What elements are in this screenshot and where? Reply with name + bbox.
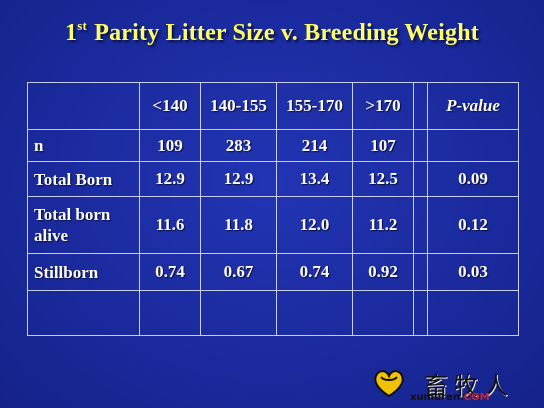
cell-empty <box>276 290 353 336</box>
cell-spacer <box>413 196 428 254</box>
cell-empty <box>413 290 428 336</box>
cell-spacer <box>413 129 428 162</box>
cell-value: 12.0 <box>276 196 353 254</box>
header-cell-empty <box>27 82 140 130</box>
table-row-n: n 109 283 214 107 <box>27 129 519 162</box>
table-row-empty <box>27 290 519 336</box>
cell-value: 12.5 <box>352 161 414 197</box>
title-number: 1 <box>65 20 78 46</box>
table-row-total-born: Total Born 12.9 12.9 13.4 12.5 0.09 <box>27 161 519 197</box>
row-label: Total Born <box>27 161 140 197</box>
cell-value: 0.67 <box>200 253 277 291</box>
row-label-line1: Total born <box>34 205 111 224</box>
cell-value: 109 <box>139 129 201 162</box>
cell-empty <box>139 290 201 336</box>
watermark-url-main: xumuren. <box>410 392 464 403</box>
header-row: <140 140-155 155-170 >170 P-value <box>27 82 519 130</box>
cell-value: 11.2 <box>352 196 414 254</box>
cell-value: 214 <box>276 129 353 162</box>
cell-value: 12.9 <box>200 161 277 197</box>
cell-pvalue: 0.09 <box>427 161 519 197</box>
cell-value: 12.9 <box>139 161 201 197</box>
watermark-logo: 畜牧人 xumuren.COM <box>372 366 540 406</box>
cell-empty <box>27 290 140 336</box>
title-text: Parity Litter Size v. Breeding Weight <box>94 20 479 46</box>
table-row-stillborn: Stillborn 0.74 0.67 0.74 0.92 0.03 <box>27 253 519 291</box>
cell-spacer <box>413 161 428 197</box>
header-cell-pvalue: P-value <box>427 82 519 130</box>
header-cell-spacer <box>413 82 428 130</box>
cell-value: 0.74 <box>139 253 201 291</box>
header-cell-155-170: 155-170 <box>276 82 353 130</box>
header-cell-lt140: <140 <box>139 82 201 130</box>
cell-spacer <box>413 253 428 291</box>
title-superscript: st <box>77 18 88 33</box>
cell-empty <box>427 290 519 336</box>
row-label: Total born alive <box>27 196 140 254</box>
slide-title: 1st Parity Litter Size v. Breeding Weigh… <box>0 18 544 47</box>
cell-pvalue: 0.03 <box>427 253 519 291</box>
cell-value: 11.8 <box>200 196 277 254</box>
row-label-line2: alive <box>34 226 68 245</box>
cell-value: 13.4 <box>276 161 353 197</box>
cell-empty <box>200 290 277 336</box>
cell-value: 11.6 <box>139 196 201 254</box>
data-table: <140 140-155 155-170 >170 P-value n 109 … <box>27 82 519 336</box>
cell-value: 0.92 <box>352 253 414 291</box>
watermark-chinese-text: 畜牧人 <box>424 372 514 400</box>
xumuren-logo-icon <box>374 370 404 398</box>
row-label: Stillborn <box>27 253 140 291</box>
cell-pvalue: 0.12 <box>427 196 519 254</box>
cell-value: 283 <box>200 129 277 162</box>
cell-value: 0.74 <box>276 253 353 291</box>
cell-pvalue <box>427 129 519 162</box>
cell-empty <box>352 290 414 336</box>
row-label: n <box>27 129 140 162</box>
table-row-total-born-alive: Total born alive 11.6 11.8 12.0 11.2 0.12 <box>27 196 519 254</box>
cell-value: 107 <box>352 129 414 162</box>
header-cell-gt170: >170 <box>352 82 414 130</box>
watermark-url-tld: COM <box>463 392 490 403</box>
header-cell-140-155: 140-155 <box>200 82 277 130</box>
watermark-url: xumuren.COM <box>410 392 490 403</box>
